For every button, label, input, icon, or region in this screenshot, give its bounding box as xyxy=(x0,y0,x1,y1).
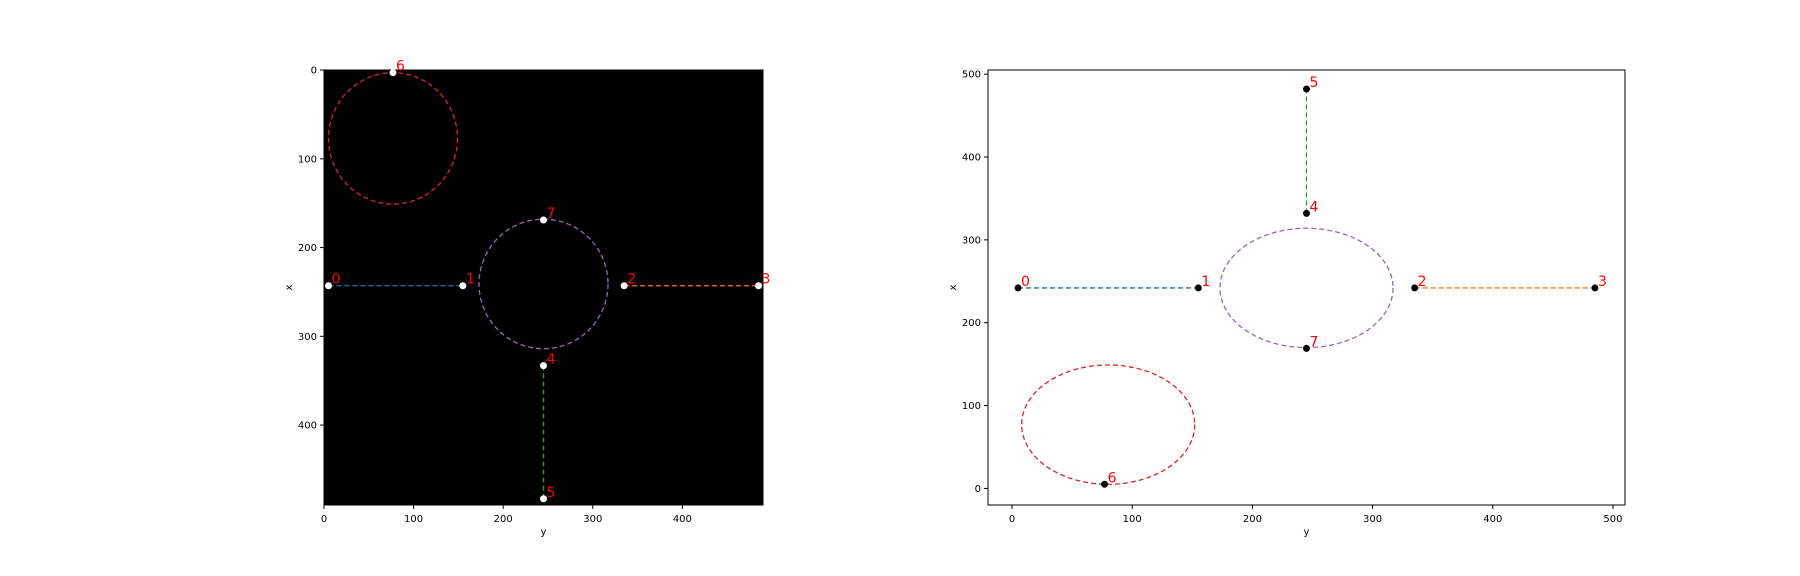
y-tick-label: 200 xyxy=(962,318,981,329)
point-marker xyxy=(389,69,397,77)
x-axis-label: y xyxy=(1304,527,1310,538)
point-label: 0 xyxy=(331,272,340,288)
y-tick-label: 400 xyxy=(962,153,981,164)
x-tick-label: 500 xyxy=(1603,514,1622,525)
y-tick-label: 0 xyxy=(975,484,981,495)
point-marker xyxy=(459,282,467,290)
point-label: 7 xyxy=(547,206,556,222)
y-tick-label: 300 xyxy=(962,235,981,246)
x-axis-label: y xyxy=(541,527,547,538)
point-label: 1 xyxy=(466,272,475,288)
point-marker xyxy=(1014,284,1022,292)
y-tick-label: 0 xyxy=(311,66,317,77)
point-marker xyxy=(540,362,547,370)
y-tick-label: 100 xyxy=(962,401,981,412)
point-marker xyxy=(1411,284,1419,292)
point-marker xyxy=(755,282,763,290)
x-tick-label: 200 xyxy=(494,514,513,525)
point-marker xyxy=(540,216,547,224)
y-tick-label: 100 xyxy=(298,154,317,165)
point-label: 3 xyxy=(762,272,771,288)
point-label: 4 xyxy=(547,352,556,368)
x-tick-label: 400 xyxy=(1483,514,1502,525)
point-label: 5 xyxy=(547,485,556,501)
point-label: 0 xyxy=(1021,274,1030,290)
dashed-circle xyxy=(1021,364,1196,485)
point-label: 3 xyxy=(1598,274,1607,290)
point-label: 2 xyxy=(627,272,636,288)
point-label: 5 xyxy=(1310,75,1319,91)
y-tick-label: 300 xyxy=(298,332,317,343)
x-tick-label: 200 xyxy=(1243,514,1262,525)
x-tick-label: 300 xyxy=(1363,514,1382,525)
y-axis-label: x xyxy=(284,284,295,290)
chart-left-panel: 0 100 200 300 400 0 100 200 300 400 y x 0 1 2 3 4 5 6 7 xyxy=(284,59,770,538)
point-marker xyxy=(1101,480,1109,488)
point-marker xyxy=(1194,284,1202,292)
point-label: 1 xyxy=(1201,274,1210,290)
y-axis-label: x xyxy=(948,284,959,290)
point-marker xyxy=(540,495,547,503)
chart-right-panel: 0 100 200 300 400 500 0 100 200 300 400 500 y x 0 1 2 3 4 5… xyxy=(948,69,1626,538)
point-marker xyxy=(324,282,332,290)
point-marker xyxy=(1591,284,1599,292)
point-marker xyxy=(1303,85,1310,93)
point-label: 6 xyxy=(396,59,405,75)
y-tick-label: 400 xyxy=(298,421,317,432)
x-tick-label: 100 xyxy=(1123,514,1142,525)
x-tick-label: 100 xyxy=(404,514,423,525)
point-label: 4 xyxy=(1310,199,1319,215)
x-tick-label: 300 xyxy=(583,514,602,525)
point-marker xyxy=(620,282,628,290)
y-tick-label: 500 xyxy=(962,70,981,81)
point-marker xyxy=(1303,209,1310,217)
x-tick-label: 0 xyxy=(321,514,327,525)
point-label: 6 xyxy=(1108,470,1117,486)
point-marker xyxy=(1303,344,1310,352)
point-label: 7 xyxy=(1310,334,1319,350)
x-tick-label: 0 xyxy=(1009,514,1015,525)
x-tick-label: 400 xyxy=(673,514,692,525)
y-tick-label: 200 xyxy=(298,243,317,254)
point-label: 2 xyxy=(1418,274,1427,290)
